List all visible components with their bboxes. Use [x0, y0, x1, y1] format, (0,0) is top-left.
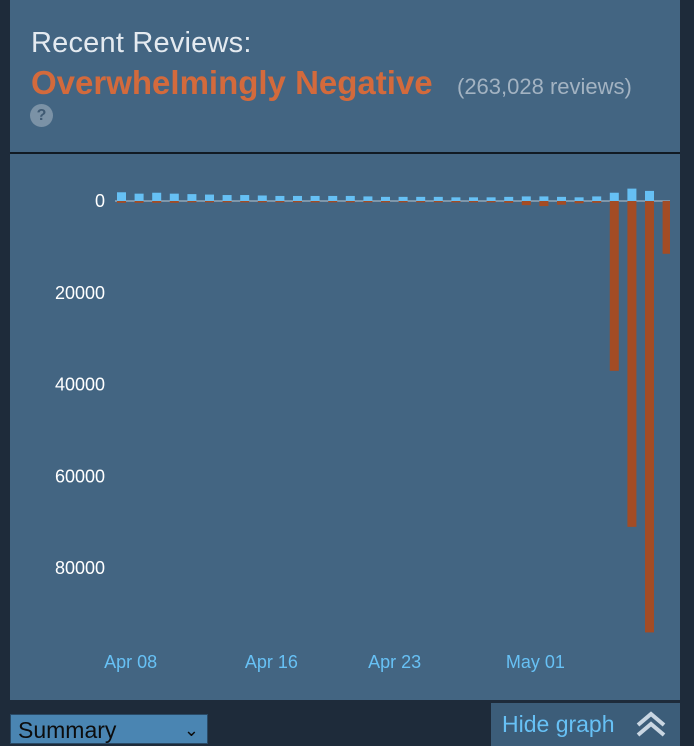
positive-bar[interactable]: [521, 196, 531, 201]
negative-bar[interactable]: [433, 201, 443, 203]
x-tick-label: Apr 16: [245, 652, 298, 672]
double-chevron-up-icon: [636, 711, 666, 737]
positive-bar[interactable]: [293, 195, 302, 201]
positive-bar[interactable]: [328, 195, 338, 201]
negative-bar[interactable]: [486, 201, 496, 203]
negative-bar[interactable]: [557, 201, 566, 205]
positive-bar[interactable]: [609, 192, 619, 201]
review-count: (263,028 reviews): [457, 74, 632, 99]
positive-bar[interactable]: [557, 196, 566, 201]
negative-bar[interactable]: [222, 201, 232, 203]
positive-bar[interactable]: [433, 196, 443, 201]
summary-select[interactable]: Summary ⌄: [10, 714, 208, 744]
negative-bar[interactable]: [662, 201, 670, 254]
negative-bar[interactable]: [328, 201, 338, 203]
positive-bar[interactable]: [416, 196, 426, 201]
negative-bar[interactable]: [521, 201, 531, 206]
positive-bar[interactable]: [310, 195, 320, 201]
positive-bar[interactable]: [504, 196, 514, 201]
negative-bar[interactable]: [187, 201, 197, 203]
negative-bar[interactable]: [609, 201, 619, 371]
reviews-header: Recent Reviews: Overwhelmingly Negative …: [10, 0, 680, 152]
summary-select-value: Summary: [18, 717, 117, 743]
negative-bar[interactable]: [469, 201, 478, 203]
negative-bar[interactable]: [539, 201, 549, 207]
negative-bar[interactable]: [592, 201, 602, 203]
positive-bar[interactable]: [187, 194, 197, 201]
negative-bar[interactable]: [627, 201, 637, 527]
x-tick-label: Apr 23: [368, 652, 421, 672]
positive-bar[interactable]: [451, 197, 461, 201]
left-edge: [0, 700, 10, 746]
positive-bar[interactable]: [363, 196, 373, 201]
positive-bar[interactable]: [574, 197, 584, 201]
negative-bar[interactable]: [381, 201, 390, 203]
negative-bar[interactable]: [134, 201, 144, 203]
y-tick-label: 60000: [55, 466, 105, 486]
header-divider: [10, 152, 680, 154]
positive-bar[interactable]: [381, 196, 390, 201]
positive-bar[interactable]: [240, 195, 250, 201]
negative-bar[interactable]: [310, 201, 320, 203]
positive-bar[interactable]: [134, 193, 144, 201]
positive-bar[interactable]: [592, 196, 602, 201]
positive-bar[interactable]: [539, 196, 549, 201]
negative-bar[interactable]: [504, 201, 514, 203]
help-icon[interactable]: ?: [30, 104, 53, 127]
negative-bar[interactable]: [363, 201, 373, 203]
positive-bar[interactable]: [257, 195, 267, 201]
negative-bar[interactable]: [257, 201, 267, 203]
negative-bar[interactable]: [293, 201, 302, 203]
positive-bar[interactable]: [222, 195, 232, 201]
reviews-title: Recent Reviews:: [31, 27, 252, 59]
chevron-down-icon: ⌄: [183, 720, 199, 740]
y-tick-label: 80000: [55, 558, 105, 578]
negative-bar[interactable]: [645, 201, 654, 633]
positive-bar[interactable]: [117, 192, 126, 201]
negative-bar[interactable]: [416, 201, 426, 203]
y-tick-label: 40000: [55, 375, 105, 395]
negative-bar[interactable]: [117, 201, 126, 203]
negative-bar[interactable]: [574, 201, 584, 204]
negative-bar[interactable]: [275, 201, 285, 203]
positive-bar[interactable]: [345, 195, 355, 201]
positive-bar[interactable]: [152, 192, 162, 201]
negative-bar[interactable]: [240, 201, 250, 203]
negative-bar[interactable]: [345, 201, 355, 203]
hide-graph-label: Hide graph: [502, 711, 615, 737]
positive-bar[interactable]: [486, 197, 496, 201]
x-tick-label: Apr 08: [104, 652, 157, 672]
negative-bar[interactable]: [152, 201, 162, 203]
positive-bar[interactable]: [205, 194, 214, 201]
hide-graph-button[interactable]: Hide graph: [491, 703, 680, 746]
negative-bar[interactable]: [205, 201, 214, 203]
positive-bar[interactable]: [275, 195, 285, 201]
review-histogram: 0 20000 40000 60000 80000 Apr 08 Apr 16 Apr 23 M…: [55, 188, 670, 672]
positive-bar[interactable]: [469, 197, 478, 201]
positive-bar[interactable]: [169, 193, 179, 201]
positive-bar[interactable]: [627, 188, 637, 201]
negative-bar[interactable]: [169, 201, 179, 203]
x-tick-label: May 01: [506, 652, 565, 672]
positive-bar[interactable]: [398, 196, 408, 201]
negative-bar[interactable]: [398, 201, 408, 203]
y-tick-label: 20000: [55, 283, 105, 303]
review-rating: Overwhelmingly Negative: [31, 64, 433, 101]
negative-bar[interactable]: [451, 201, 461, 203]
positive-bar[interactable]: [645, 190, 654, 201]
y-tick-label: 0: [95, 191, 105, 211]
reviews-panel: Recent Reviews: Overwhelmingly Negative …: [10, 0, 680, 700]
